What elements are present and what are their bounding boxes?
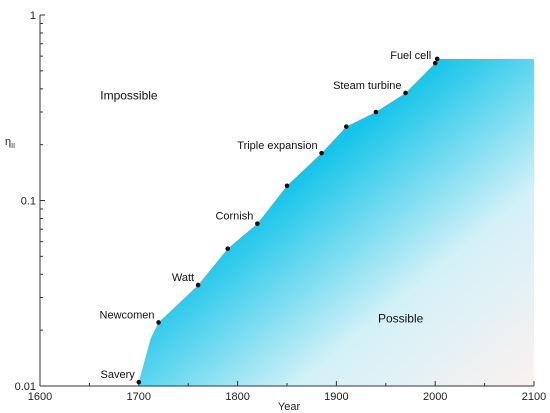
data-point bbox=[195, 282, 201, 288]
data-point bbox=[403, 90, 408, 96]
y-axis-title: ηII bbox=[5, 136, 15, 150]
data-point bbox=[373, 109, 379, 115]
data-point bbox=[434, 56, 440, 62]
x-tick-label: 1800 bbox=[225, 391, 249, 403]
y-tick-label: 0.01 bbox=[15, 381, 36, 393]
point-label: Savery bbox=[101, 369, 136, 381]
data-point bbox=[255, 221, 260, 226]
point-label: Triple expansion bbox=[237, 140, 317, 152]
axes: 1600 1700 1800 1900 2000 2100 0.01 0.1 1 bbox=[15, 10, 547, 403]
data-point bbox=[136, 379, 142, 385]
y-axis-title-symbol: η bbox=[5, 136, 11, 148]
x-axis-title: Year bbox=[278, 401, 301, 413]
x-tick-label: 2000 bbox=[423, 391, 447, 403]
point-label: Newcomen bbox=[100, 309, 155, 321]
point-label: Fuel cell bbox=[390, 50, 431, 62]
x-tick-label: 1900 bbox=[324, 391, 348, 403]
data-point bbox=[284, 183, 290, 189]
region-label: Impossible bbox=[100, 89, 158, 103]
data-point bbox=[156, 320, 161, 325]
x-tick-label: 1700 bbox=[127, 391, 151, 403]
point-labels: Savery Newcomen Watt Cornish Triple expansio… bbox=[100, 50, 432, 381]
point-label: Steam turbine bbox=[333, 80, 401, 92]
data-point bbox=[319, 150, 324, 156]
x-tick-label: 2100 bbox=[522, 391, 546, 403]
data-points bbox=[136, 56, 440, 385]
region-label: Possible bbox=[378, 311, 424, 325]
data-point bbox=[225, 246, 231, 251]
x-tick-label: 1600 bbox=[28, 391, 52, 403]
possible-region bbox=[138, 58, 535, 387]
data-point bbox=[432, 60, 438, 66]
point-label: Cornish bbox=[215, 211, 253, 223]
y-axis-title-subscript: II bbox=[11, 143, 15, 150]
y-tick-label: 0.1 bbox=[21, 196, 36, 208]
possible-area bbox=[138, 58, 535, 387]
region-labels: Impossible Possible bbox=[100, 89, 423, 326]
point-label: Watt bbox=[172, 272, 194, 284]
data-point bbox=[343, 124, 349, 129]
y-tick-label: 1 bbox=[30, 10, 36, 22]
